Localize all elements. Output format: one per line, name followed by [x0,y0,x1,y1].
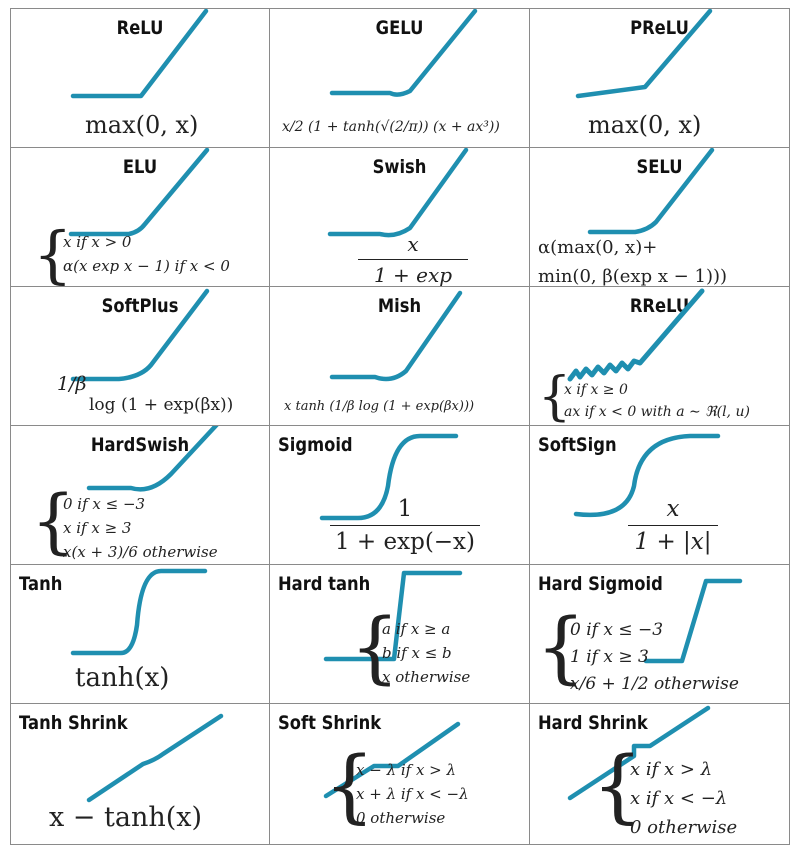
formula-softsign: x 1 + |x| [628,496,718,555]
formula-line: x otherwise [382,668,471,686]
formula-line: x if x ≥ 0 [564,382,628,398]
formula-softplus: log (1 + exp(βx)) [89,395,234,415]
formula-numerator: 1 [397,496,413,522]
title-rrelu: RReLU [629,295,690,317]
formula-softplus-prefix: 1/β [57,373,87,395]
title-relu: ReLU [116,17,164,39]
formula-denominator: 1 + |x| [634,529,712,555]
formula-elu: x if x > 0 α(x exp x − 1) if x < 0 [63,230,230,278]
formula-line: x if x < −λ [630,787,728,809]
title-hard-shrink: Hard Shrink [538,712,648,734]
cell-hard-sigmoid: Hard Sigmoid { 0 if x ≤ −3 1 if x ≥ 3 x/… [530,565,790,704]
cell-relu: ReLU max(0, x) [10,8,270,148]
cell-hard-shrink: Hard Shrink { x if x > λ x if x < −λ 0 o… [530,704,790,845]
formula-line: x(x + 3)/6 otherwise [63,543,218,561]
formula-line: 0 otherwise [356,809,446,827]
title-hardswish: HardSwish [90,434,190,456]
cell-tanh-shrink: Tanh Shrink x − tanh(x) [10,704,270,845]
title-soft-shrink: Soft Shrink [278,712,382,734]
cell-soft-shrink: Soft Shrink { x − λ if x > λ x + λ if x … [270,704,530,845]
activation-function-grid: ReLU max(0, x) GELU x/2 (1 + tanh(√(2/π)… [10,8,790,845]
cell-sigmoid: Sigmoid 1 1 + exp(−x) [270,426,530,565]
brace-rrelu: { [538,367,572,426]
title-hard-sigmoid: Hard Sigmoid [538,573,663,595]
formula-tanh: tanh(x) [75,663,170,693]
formula-line: min(0, β(exp x − 1))) [538,265,728,287]
cell-hardswish: HardSwish { 0 if x ≤ −3 x if x ≥ 3 x(x +… [10,426,270,565]
formula-numerator: x [666,496,680,522]
cell-mish: Mish x tanh (1/β log (1 + exp(βx))) [270,287,530,426]
formula-line: α(x exp x − 1) if x < 0 [63,257,230,275]
formula-line: 0 otherwise [630,816,738,838]
formula-line: x/6 + 1/2 otherwise [570,674,739,695]
cell-tanh: Tanh tanh(x) [10,565,270,704]
title-selu: SELU [636,156,683,178]
formula-tanh-shrink: x − tanh(x) [49,802,203,833]
formula-line: 0 if x ≤ −3 [63,495,146,513]
formula-line: x + λ if x < −λ [356,785,469,803]
title-mish: Mish [377,295,422,317]
cell-gelu: GELU x/2 (1 + tanh(√(2/π)) (x + ax³)) [270,8,530,148]
cell-prelu: PReLU max(0, x) [530,8,790,148]
formula-numerator: x [407,232,419,256]
formula-rrelu: x if x ≥ 0 ax if x < 0 with a ∼ ℜ(l, u) [564,379,750,424]
formula-selu: α(max(0, x)+ min(0, β(exp x − 1))) [538,234,728,287]
title-hard-tanh: Hard tanh [278,573,371,595]
cell-elu: ELU { x if x > 0 α(x exp x − 1) if x < 0 [10,148,270,287]
title-sigmoid: Sigmoid [278,434,353,456]
cell-selu: SELU α(max(0, x)+ min(0, β(exp x − 1))) [530,148,790,287]
brace-elu: { [33,218,73,287]
formula-hardswish: 0 if x ≤ −3 x if x ≥ 3 x(x + 3)/6 otherw… [63,492,218,564]
title-gelu: GELU [375,17,424,39]
brace-hard-tanh: { [350,603,400,693]
formula-prelu: max(0, x) [588,111,702,139]
brace-soft-shrink: { [324,739,375,832]
brace-hard-shrink: { [592,739,643,832]
formula-soft-shrink: x − λ if x > λ x + λ if x < −λ 0 otherwi… [356,758,469,830]
formula-line: x if x > 0 [63,233,132,251]
cell-rrelu: RReLU { x if x ≥ 0 ax if x < 0 with a ∼ … [530,287,790,426]
fraction-bar [628,525,718,526]
brace-hard-sigmoid: { [536,603,586,693]
fraction-bar [358,259,468,260]
formula-sigmoid: 1 1 + exp(−x) [330,496,480,555]
cell-softsign: SoftSign x 1 + |x| [530,426,790,565]
formula-gelu: x/2 (1 + tanh(√(2/π)) (x + ax³)) [282,119,500,135]
formula-swish: x 1 + exp −x [358,232,468,287]
fraction-bar [330,525,480,526]
formula-line: b if x ≤ b [382,644,452,662]
title-softsign: SoftSign [538,434,617,456]
formula-line: 0 if x ≤ −3 [570,620,664,640]
formula-line: ax if x < 0 with a ∼ ℜ(l, u) [564,404,750,421]
formula-line: x if x ≥ 3 [63,519,132,537]
formula-relu: max(0, x) [85,111,199,139]
cell-hard-tanh: Hard tanh { a if x ≥ a b if x ≤ b x othe… [270,565,530,704]
formula-line: a if x ≥ a [382,620,451,638]
formula-denominator: 1 + exp(−x) [334,529,476,555]
title-prelu: PReLU [630,17,689,39]
formula-hard-sigmoid: 0 if x ≤ −3 1 if x ≥ 3 x/6 + 1/2 otherwi… [570,617,739,699]
formula-line: x if x > λ [630,759,713,780]
title-elu: ELU [122,156,158,178]
brace-hardswish: { [31,480,76,562]
cell-swish: Swish x 1 + exp −x [270,148,530,287]
formula-line: 1 if x ≥ 3 [570,647,649,668]
title-softplus: SoftPlus [101,295,179,317]
title-tanh: Tanh [19,573,63,595]
title-swish: Swish [372,156,427,178]
cell-softplus: SoftPlus 1/β log (1 + exp(βx)) [10,287,270,426]
title-tanh-shrink: Tanh Shrink [19,712,128,734]
formula-line: x − λ if x > λ [356,761,457,779]
formula-line: α(max(0, x)+ [538,237,658,258]
formula-denominator: 1 + exp −x [373,263,453,287]
formula-mish: x tanh (1/β log (1 + exp(βx))) [284,399,475,414]
formula-hard-shrink: x if x > λ x if x < −λ 0 otherwise [630,756,737,842]
formula-hard-tanh: a if x ≥ a b if x ≤ b x otherwise [382,617,470,689]
